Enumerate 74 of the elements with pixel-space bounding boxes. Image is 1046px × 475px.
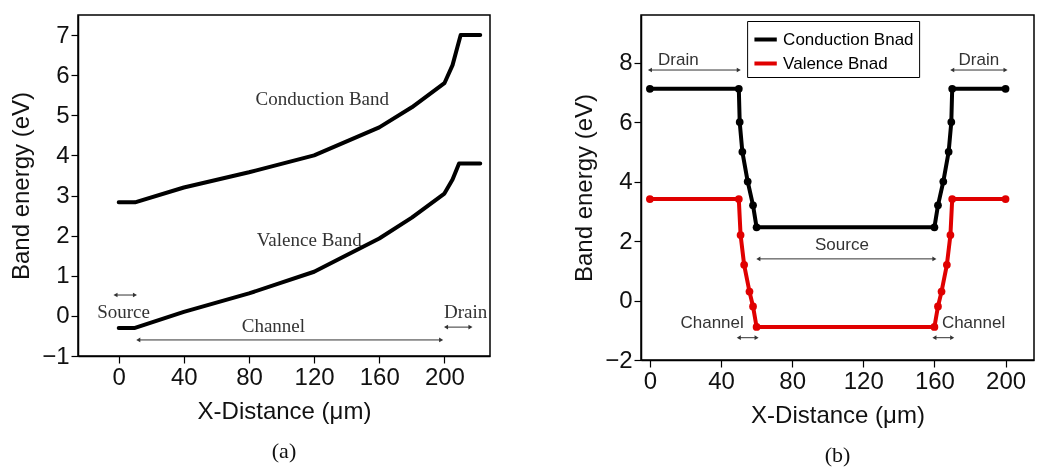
x-tick-label: 40 bbox=[171, 362, 198, 390]
y-tick-label: 5 bbox=[56, 100, 70, 128]
x-tick-label: 160 bbox=[359, 362, 400, 390]
point bbox=[948, 84, 957, 93]
point bbox=[942, 260, 951, 269]
legend-label: Conduction Bnad bbox=[783, 29, 914, 49]
point bbox=[934, 201, 942, 210]
point bbox=[934, 302, 942, 311]
line-series bbox=[116, 33, 483, 205]
annotation: Channel bbox=[241, 314, 306, 336]
x-tick-label: 80 bbox=[779, 366, 807, 394]
x-tick-label: 200 bbox=[424, 362, 465, 390]
point bbox=[745, 287, 754, 296]
x-tick-label: 0 bbox=[643, 366, 658, 394]
point bbox=[930, 323, 939, 331]
x-tick-label: 40 bbox=[708, 366, 735, 394]
point bbox=[948, 195, 957, 203]
y-tick-label: 8 bbox=[619, 48, 633, 76]
y-tick-label: 6 bbox=[619, 107, 633, 135]
text: (a) bbox=[271, 438, 297, 463]
y-axis-title: Band energy (eV) bbox=[7, 91, 35, 281]
x-tick-label: 160 bbox=[914, 366, 955, 394]
point bbox=[749, 302, 757, 311]
point bbox=[937, 287, 946, 296]
y-tick-label: 1 bbox=[56, 261, 70, 289]
point bbox=[646, 195, 654, 203]
annotation: Channel bbox=[680, 312, 744, 332]
point bbox=[743, 177, 752, 186]
point bbox=[749, 201, 757, 210]
point bbox=[944, 147, 953, 156]
annotation: Drain bbox=[658, 49, 699, 69]
annotation: Conduction Band bbox=[255, 88, 390, 110]
point bbox=[734, 84, 743, 93]
annotation: Drain bbox=[958, 49, 1000, 69]
y-tick-label: 6 bbox=[56, 60, 70, 88]
y-tick-label: 2 bbox=[619, 226, 633, 254]
point bbox=[947, 118, 956, 126]
annotation: Drain bbox=[443, 300, 488, 322]
y-tick-label: 0 bbox=[56, 301, 70, 329]
y-axis-title: Band energy (eV) bbox=[570, 93, 598, 283]
y-tick-label: 4 bbox=[619, 167, 633, 195]
point bbox=[752, 223, 761, 232]
x-tick-label: 120 bbox=[294, 362, 335, 390]
y-tick-label: 2 bbox=[56, 221, 70, 249]
point bbox=[740, 260, 749, 269]
x-axis-title: X-Distance (μm) bbox=[751, 400, 925, 428]
x-tick-label: 80 bbox=[236, 362, 263, 390]
point bbox=[1001, 84, 1010, 93]
x-tick-label: 120 bbox=[843, 366, 884, 394]
point bbox=[738, 147, 747, 156]
y-tick-label: −2 bbox=[605, 345, 633, 373]
y-tick-label: 7 bbox=[56, 20, 70, 48]
annotation: Channel bbox=[941, 312, 1006, 332]
point bbox=[736, 231, 745, 239]
x-tick-label: 0 bbox=[112, 362, 126, 390]
y-tick-label: 3 bbox=[56, 181, 70, 209]
point bbox=[946, 231, 955, 239]
point bbox=[930, 223, 939, 232]
annotation: Source bbox=[815, 235, 869, 255]
x-axis-title: X-Distance (μm) bbox=[197, 396, 372, 424]
y-tick-label: 4 bbox=[56, 140, 70, 168]
point bbox=[752, 323, 761, 331]
annotation: Valence Band bbox=[256, 228, 363, 250]
x-tick-label: 200 bbox=[986, 366, 1027, 394]
text: (b) bbox=[824, 442, 851, 467]
point bbox=[734, 195, 743, 203]
y-tick-label: −1 bbox=[42, 341, 70, 369]
point bbox=[735, 118, 744, 126]
y-tick-label: 0 bbox=[619, 286, 633, 314]
point bbox=[646, 84, 654, 93]
annotation: Source bbox=[97, 300, 150, 322]
point bbox=[939, 177, 948, 186]
point bbox=[1001, 195, 1010, 203]
legend-label: Valence Bnad bbox=[783, 53, 888, 73]
